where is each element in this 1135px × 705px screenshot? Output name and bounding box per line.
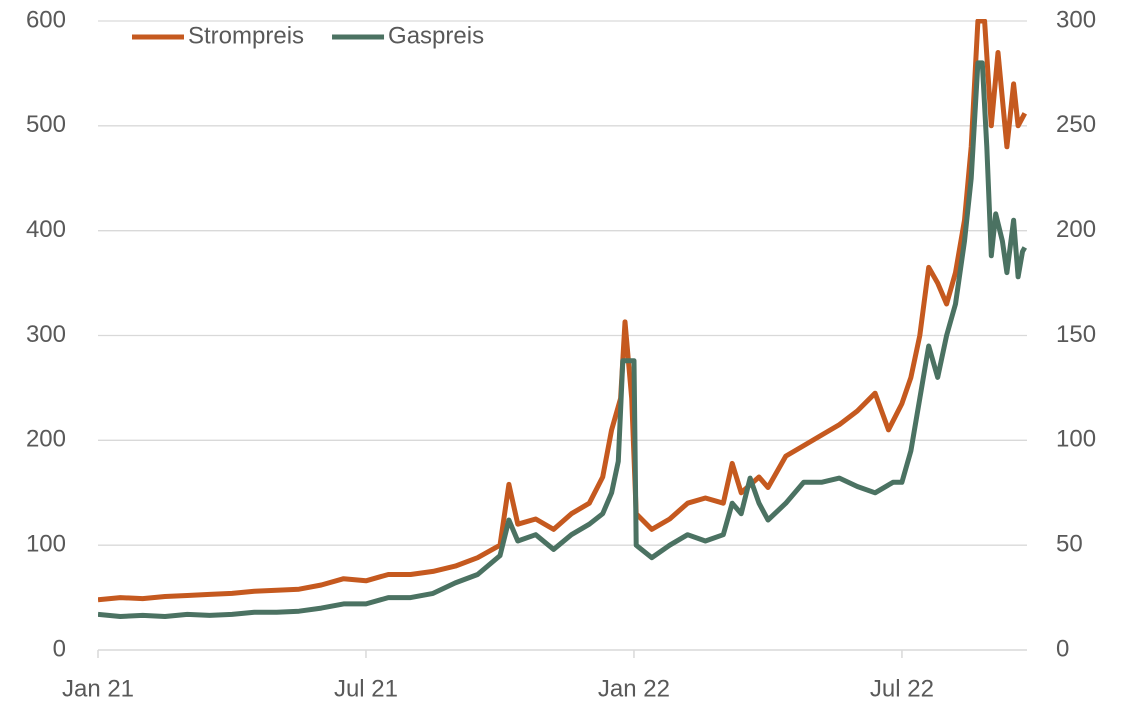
y-tick-label: 400 (26, 216, 66, 243)
y2-tick-label: 150 (1056, 321, 1096, 348)
series-line (98, 60, 1027, 619)
series-line (98, 19, 1027, 603)
x-tick-label: Jul 21 (334, 675, 398, 702)
y-tick-label: 0 (53, 635, 66, 662)
y2-tick-label: 300 (1056, 6, 1096, 33)
x-tick-label: Jul 22 (870, 675, 934, 702)
y-tick-label: 300 (26, 321, 66, 348)
plot-area (98, 19, 1027, 619)
y2-tick-label: 50 (1056, 531, 1083, 558)
y-tick-label: 500 (26, 111, 66, 138)
legend-label: Gaspreis (388, 22, 484, 49)
y-tick-label: 100 (26, 531, 66, 558)
y2-tick-label: 200 (1056, 216, 1096, 243)
y2-tick-label: 100 (1056, 426, 1096, 453)
x-tick-label: Jan 21 (62, 675, 134, 702)
y-tick-label: 200 (26, 426, 66, 453)
y2-tick-label: 250 (1056, 111, 1096, 138)
y2-tick-label: 0 (1056, 635, 1069, 662)
legend-label: Strompreis (188, 22, 304, 49)
y-tick-label: 600 (26, 6, 66, 33)
x-tick-label: Jan 22 (598, 675, 670, 702)
